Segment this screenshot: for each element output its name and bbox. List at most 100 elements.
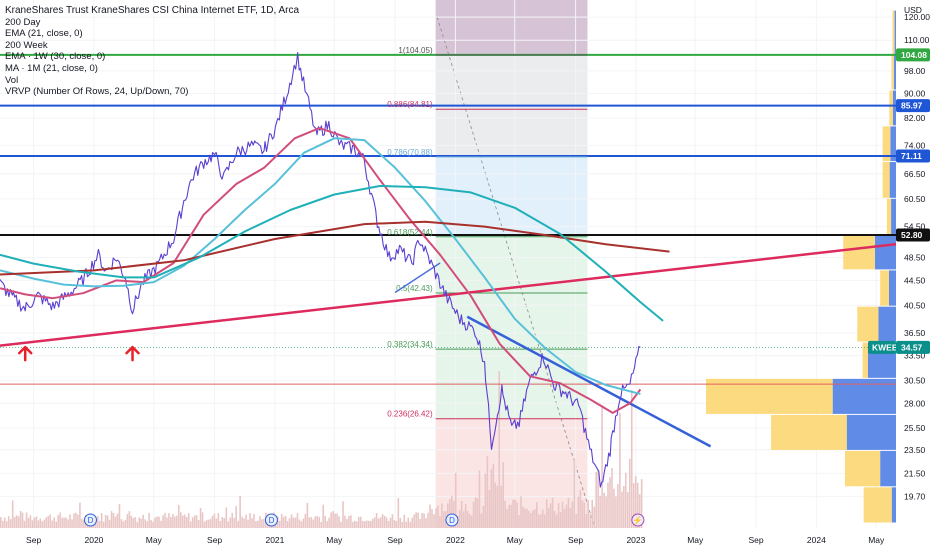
- volume-bar: [174, 516, 176, 528]
- profile-down-5: [891, 198, 896, 234]
- price-tag-label-0: 104.08: [901, 50, 927, 60]
- fib-label-3: 0.618(52.44): [387, 228, 433, 237]
- volume-bar: [249, 513, 251, 528]
- series-lines: [0, 52, 670, 488]
- volume-bar: [573, 458, 576, 528]
- volume-bar: [534, 509, 536, 528]
- volume-bar: [67, 519, 69, 528]
- volume-bar: [292, 517, 295, 528]
- volume-bar: [597, 469, 599, 528]
- volume-bar: [79, 502, 81, 528]
- volume-bar: [195, 515, 198, 528]
- event-badge-2: [445, 513, 459, 527]
- volume-bar: [462, 511, 465, 528]
- y-tick-label-17: 23.50: [904, 445, 926, 455]
- volume-bar: [373, 517, 376, 528]
- x-axis-panel: [0, 528, 932, 550]
- volume-bar: [35, 516, 38, 528]
- event-badge-label-1: D: [269, 516, 275, 525]
- volume-bar: [464, 503, 467, 528]
- volume-bar: [11, 500, 14, 528]
- volume-bar: [189, 521, 192, 528]
- volume-bar: [632, 483, 635, 528]
- volume-bar: [122, 521, 125, 528]
- profile-up-11: [771, 414, 847, 450]
- volume-bar: [168, 513, 170, 528]
- volume-bar: [520, 496, 522, 528]
- volume-bar: [496, 486, 499, 528]
- profile-up-3: [882, 126, 891, 162]
- volume-bar: [247, 519, 249, 528]
- volume-bar: [209, 518, 212, 528]
- series-line-2: [0, 137, 641, 395]
- volume-bar: [575, 514, 578, 528]
- volume-bar: [100, 513, 103, 528]
- indicator-200-day[interactable]: 200 Day: [5, 16, 41, 28]
- y-tick-label-7: 60.50: [904, 194, 926, 204]
- price-tag-1: [896, 99, 930, 113]
- volume-bar: [243, 518, 245, 528]
- volume-bar: [640, 479, 643, 528]
- volume-bar: [411, 517, 414, 528]
- volume-bar: [57, 515, 59, 528]
- profile-up-8: [857, 306, 879, 342]
- volume-bar: [197, 519, 200, 528]
- profile-up-7: [880, 270, 889, 306]
- volume-bar: [231, 512, 234, 528]
- profile-down-7: [888, 270, 896, 306]
- volume-bar: [494, 482, 497, 528]
- volume-bar: [363, 521, 366, 528]
- volume-bar: [205, 520, 208, 528]
- series-line-3: [0, 220, 670, 276]
- volume-bar: [3, 517, 6, 528]
- volume-bar: [0, 517, 2, 528]
- volume-bar: [581, 500, 584, 528]
- profile-up-12: [844, 450, 881, 487]
- x-tick-label-6: Sep: [388, 535, 403, 545]
- volume-bar: [304, 513, 307, 528]
- volume-bar: [385, 517, 388, 528]
- volume-bar: [441, 503, 443, 528]
- volume-bar: [543, 514, 546, 528]
- volume-bar: [112, 513, 115, 528]
- chart-title: KraneShares Trust KraneShares CSI China …: [5, 5, 300, 16]
- volume-bar: [152, 521, 154, 528]
- last-price-tag: [896, 340, 930, 354]
- symbol-tag-label: KWEB: [872, 342, 898, 352]
- volume-bar: [300, 521, 303, 528]
- volume-bar: [255, 521, 257, 528]
- event-badge-0: [83, 513, 97, 527]
- indicator-ema-1w[interactable]: EMA · 1W (30, close, 0): [5, 51, 106, 63]
- indicator-vrvp[interactable]: VRVP (Number Of Rows, 24, Up/Down, 70): [5, 86, 189, 98]
- volume-bar: [583, 502, 586, 528]
- indicator-volume[interactable]: Vol: [5, 74, 19, 86]
- volume-bar: [53, 517, 56, 528]
- volume-bar: [480, 513, 483, 528]
- profile-up-2: [889, 90, 893, 126]
- x-tick-label-7: 2022: [446, 535, 465, 545]
- volume-bar: [9, 519, 12, 528]
- y-tick-label-10: 44.50: [904, 275, 926, 285]
- volume-bar: [609, 477, 611, 528]
- volume-bar: [181, 515, 184, 528]
- volume-bar: [328, 517, 330, 528]
- volume-bar: [187, 513, 190, 528]
- volume-bar: [257, 520, 259, 528]
- volume-bar: [563, 508, 566, 528]
- price-tag-label-2: 71.11: [901, 151, 922, 161]
- profile-down-4: [889, 162, 896, 198]
- indicator-200-week[interactable]: 200 Week: [5, 39, 48, 51]
- volume-bar: [176, 515, 178, 528]
- volume-bar: [219, 521, 222, 528]
- volume-bar: [191, 517, 194, 528]
- indicator-ema-21[interactable]: EMA (21, close, 0): [5, 28, 83, 40]
- volume-bar: [233, 517, 235, 528]
- volume-bar: [421, 512, 423, 528]
- volume-bar: [591, 499, 593, 528]
- series-line-4: [0, 185, 664, 322]
- indicator-ma-1m[interactable]: MA · 1M (21, close, 0): [5, 62, 98, 74]
- volume-bar: [359, 516, 362, 528]
- volume-bar: [435, 508, 437, 528]
- volume-bar: [634, 476, 637, 528]
